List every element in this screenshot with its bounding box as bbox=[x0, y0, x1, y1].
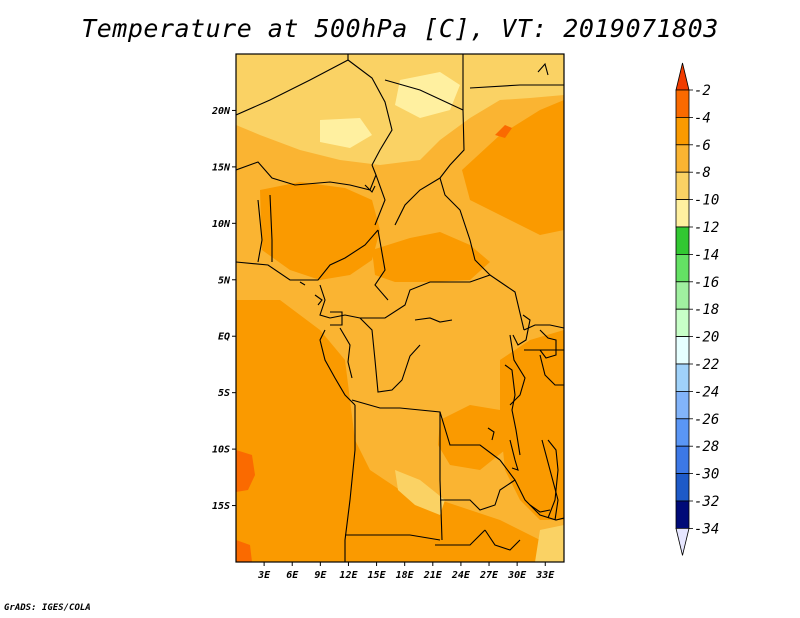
colorbar-label: -14 bbox=[694, 247, 719, 263]
colorbar-label: -12 bbox=[694, 220, 719, 236]
colorbar-label: -16 bbox=[694, 275, 719, 291]
field-cool-east bbox=[535, 525, 564, 562]
colorbar-swatch bbox=[675, 253, 690, 283]
field-coolest-sahara bbox=[395, 72, 460, 118]
field-coolest-sahel bbox=[320, 118, 372, 148]
colorbar: -2 -4 -6 -8 -10 -12 -14 -16 -18 -20 -22 -24 -26 -28 -3… bbox=[675, 62, 719, 556]
lon-tick-label: 9E bbox=[314, 570, 327, 581]
colorbar-swatch bbox=[675, 89, 690, 118]
colorbar-swatch bbox=[675, 390, 690, 420]
colorbar-label: -26 bbox=[694, 412, 719, 428]
field-warm-southwest bbox=[236, 300, 564, 562]
colorbar-label: -6 bbox=[694, 138, 711, 154]
lon-tick-label: 27E bbox=[479, 570, 499, 581]
field-warmest-southwest bbox=[236, 540, 252, 562]
colorbar-label: -30 bbox=[694, 467, 719, 483]
lon-tick-label: 18E bbox=[396, 570, 415, 581]
lon-tick-label: 21E bbox=[423, 570, 443, 581]
longitude-axis: 3E 6E 9E 12E 15E 18E 21E 24E 27E 30E 33E bbox=[257, 562, 555, 581]
colorbar-label: -34 bbox=[694, 521, 719, 537]
field-warmest-atlantic bbox=[236, 450, 255, 492]
lon-tick-label: 30E bbox=[507, 570, 527, 581]
lon-tick-label: 3E bbox=[257, 570, 271, 581]
field-warm-congo bbox=[438, 405, 505, 470]
field-warm-east bbox=[462, 100, 564, 235]
colorbar-swatch bbox=[675, 144, 690, 173]
lat-tick-label: 20N bbox=[211, 106, 231, 117]
colorbar-swatch bbox=[675, 199, 690, 228]
lat-tick-label: 5S bbox=[218, 388, 230, 399]
country-borders bbox=[236, 54, 564, 562]
colorbar-swatch bbox=[675, 445, 690, 475]
lon-tick-label: 12E bbox=[339, 570, 358, 581]
colorbar-swatch bbox=[675, 418, 690, 447]
field-cool-north bbox=[236, 54, 564, 165]
lat-tick-label: 5N bbox=[218, 275, 231, 286]
lat-tick-label: 15S bbox=[212, 501, 230, 512]
lat-tick-label: EQ bbox=[218, 332, 230, 343]
lat-tick-label: 10N bbox=[212, 219, 231, 230]
colorbar-swatch bbox=[675, 308, 690, 338]
lon-tick-label: 33E bbox=[535, 570, 555, 581]
colorbar-swatch bbox=[675, 473, 690, 502]
colorbar-label: -20 bbox=[694, 330, 719, 346]
colorbar-label: -10 bbox=[694, 193, 719, 209]
colorbar-top-arrow bbox=[675, 62, 690, 91]
coastlines bbox=[299, 62, 559, 519]
grads-credit: GrADS: IGES/COLA bbox=[4, 603, 91, 613]
field-warm-central bbox=[372, 232, 490, 282]
colorbar-bottom-arrow bbox=[675, 528, 690, 556]
lat-tick-label: 15N bbox=[212, 162, 231, 173]
map-frame bbox=[235, 53, 565, 563]
field-warmest-sudan bbox=[495, 125, 512, 138]
lon-tick-label: 6E bbox=[286, 570, 299, 581]
colorbar-label: -28 bbox=[694, 439, 719, 455]
field-warm-west-africa bbox=[260, 182, 380, 280]
latitude-axis: 20N 15N 10N 5N EQ 5S 10S 15S bbox=[211, 106, 236, 512]
colorbar-label: -18 bbox=[694, 302, 719, 318]
map-title: Temperature at 500hPa [C], VT: 201907180… bbox=[81, 14, 719, 43]
lat-tick-label: 10S bbox=[212, 445, 230, 456]
colorbar-swatch bbox=[675, 500, 690, 529]
colorbar-swatch bbox=[675, 281, 690, 310]
colorbar-label: -4 bbox=[694, 110, 711, 126]
colorbar-label: -24 bbox=[694, 384, 719, 400]
colorbar-swatch bbox=[675, 336, 690, 365]
colorbar-label: -8 bbox=[694, 165, 711, 181]
lon-tick-label: 15E bbox=[368, 570, 387, 581]
lon-tick-label: 24E bbox=[451, 570, 471, 581]
colorbar-label: -2 bbox=[694, 83, 711, 99]
colorbar-swatch bbox=[675, 226, 690, 255]
colorbar-swatch bbox=[675, 171, 690, 200]
colorbar-swatch bbox=[675, 117, 690, 146]
colorbar-label: -32 bbox=[694, 494, 719, 510]
field-cool-zambia bbox=[395, 470, 445, 515]
colorbar-swatch bbox=[675, 363, 690, 392]
colorbar-label: -22 bbox=[694, 357, 719, 373]
